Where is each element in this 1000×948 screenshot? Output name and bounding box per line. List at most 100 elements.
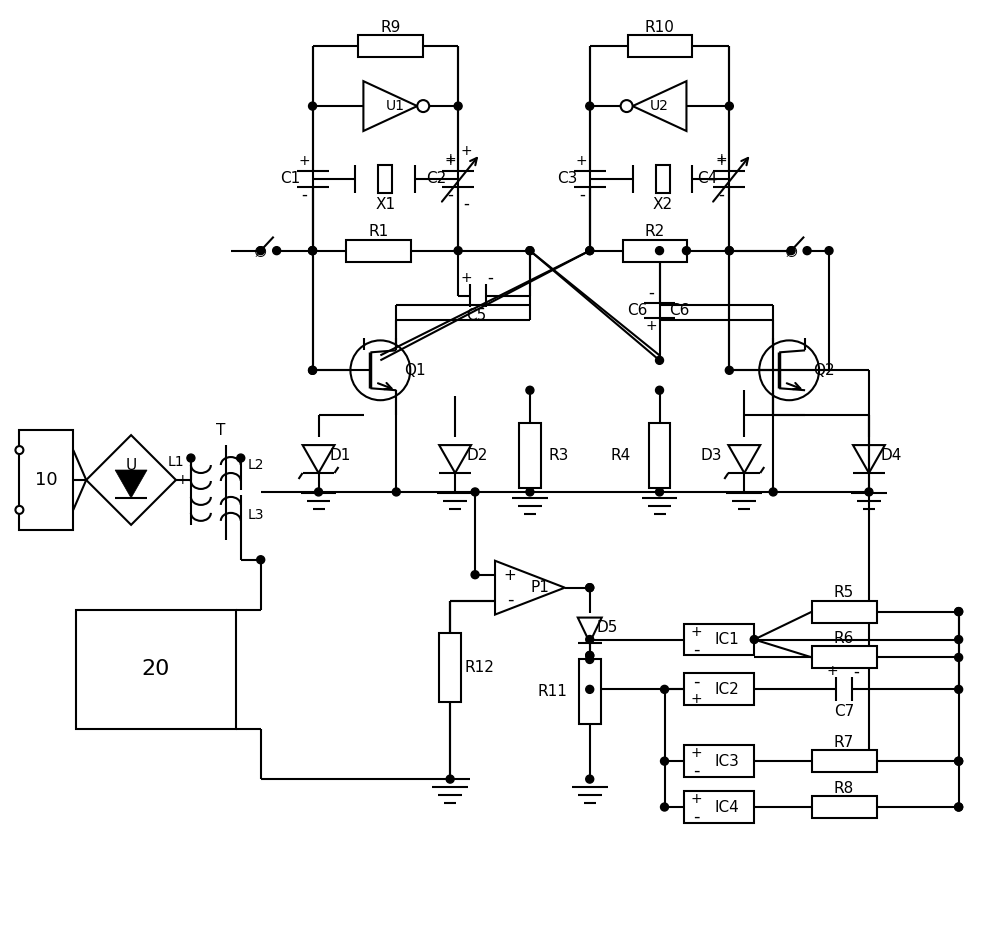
Circle shape — [471, 488, 479, 496]
Text: -: - — [853, 663, 859, 681]
Text: D1: D1 — [330, 447, 351, 463]
Text: -: - — [487, 268, 493, 286]
Circle shape — [586, 655, 594, 664]
Text: +: + — [444, 154, 456, 168]
Circle shape — [471, 571, 479, 578]
Circle shape — [621, 100, 633, 112]
Circle shape — [309, 366, 317, 374]
Bar — [346, 240, 411, 262]
Circle shape — [309, 246, 317, 255]
Text: D4: D4 — [880, 447, 902, 463]
Text: D5: D5 — [597, 620, 618, 635]
Text: +: + — [716, 154, 727, 168]
Circle shape — [586, 102, 594, 110]
Text: -: - — [302, 186, 308, 204]
Circle shape — [955, 685, 963, 693]
Circle shape — [955, 608, 963, 615]
Circle shape — [955, 608, 963, 615]
Circle shape — [526, 246, 534, 255]
Circle shape — [392, 488, 400, 496]
Circle shape — [309, 102, 317, 110]
Text: ∅: ∅ — [254, 246, 267, 260]
Circle shape — [15, 447, 23, 454]
Text: -: - — [718, 186, 724, 204]
Circle shape — [586, 651, 594, 660]
Circle shape — [187, 454, 195, 462]
Circle shape — [586, 685, 594, 693]
Text: T: T — [216, 423, 226, 438]
Text: ∅: ∅ — [785, 246, 798, 260]
Text: Q2: Q2 — [813, 363, 835, 378]
Bar — [378, 165, 392, 192]
Circle shape — [454, 246, 462, 255]
Text: -: - — [693, 808, 700, 826]
Text: IC4: IC4 — [715, 799, 740, 814]
Text: C5: C5 — [466, 308, 486, 323]
Circle shape — [446, 775, 454, 783]
Text: -: - — [693, 762, 700, 780]
Circle shape — [825, 246, 833, 255]
Text: +: + — [691, 746, 702, 760]
Bar — [684, 791, 754, 823]
Circle shape — [257, 246, 265, 255]
Text: R12: R12 — [464, 660, 494, 675]
Text: C1: C1 — [280, 172, 301, 187]
Text: R6: R6 — [834, 631, 854, 646]
Circle shape — [586, 775, 594, 783]
Text: IC3: IC3 — [715, 754, 740, 769]
Text: -: - — [693, 672, 700, 690]
Text: U1: U1 — [386, 100, 405, 113]
Circle shape — [526, 488, 534, 496]
Bar — [812, 647, 877, 668]
Text: 10: 10 — [35, 471, 58, 489]
Circle shape — [309, 246, 317, 255]
Bar — [623, 240, 687, 262]
Circle shape — [454, 102, 462, 110]
Circle shape — [315, 488, 323, 496]
Text: L1: L1 — [168, 455, 184, 469]
Text: +: + — [460, 144, 472, 158]
Text: R8: R8 — [834, 780, 854, 795]
Text: +: + — [691, 792, 702, 806]
Text: P1: P1 — [530, 580, 549, 595]
Text: C2: C2 — [426, 172, 446, 187]
Text: X1: X1 — [375, 197, 395, 212]
Circle shape — [656, 356, 664, 364]
Bar — [812, 750, 877, 772]
Text: D2: D2 — [466, 447, 488, 463]
Circle shape — [309, 246, 317, 255]
Text: C6: C6 — [669, 303, 690, 318]
Text: U2: U2 — [650, 100, 669, 113]
Text: +: + — [460, 270, 472, 284]
Circle shape — [15, 506, 23, 514]
Text: +: + — [176, 473, 188, 487]
Bar — [628, 35, 692, 57]
Bar — [684, 624, 754, 655]
Text: -: - — [507, 591, 513, 609]
Text: R10: R10 — [645, 20, 674, 35]
Text: C3: C3 — [558, 172, 578, 187]
Circle shape — [661, 803, 669, 811]
Bar — [812, 601, 877, 623]
Bar — [579, 660, 601, 724]
Circle shape — [586, 635, 594, 644]
Circle shape — [725, 366, 733, 374]
Text: L2: L2 — [247, 458, 264, 472]
Text: U: U — [125, 458, 137, 472]
Text: -: - — [447, 186, 453, 204]
Text: IC1: IC1 — [715, 632, 740, 647]
Circle shape — [865, 488, 873, 496]
Text: C6: C6 — [627, 303, 648, 318]
Bar — [358, 35, 423, 57]
Bar — [684, 745, 754, 777]
Text: -: - — [579, 186, 585, 204]
Circle shape — [769, 488, 777, 496]
Circle shape — [656, 386, 664, 394]
Bar — [649, 423, 670, 488]
Text: -: - — [693, 641, 700, 659]
Circle shape — [661, 757, 669, 765]
Circle shape — [586, 246, 594, 255]
Text: +: + — [691, 692, 702, 706]
Circle shape — [526, 386, 534, 394]
Text: R11: R11 — [538, 684, 568, 699]
